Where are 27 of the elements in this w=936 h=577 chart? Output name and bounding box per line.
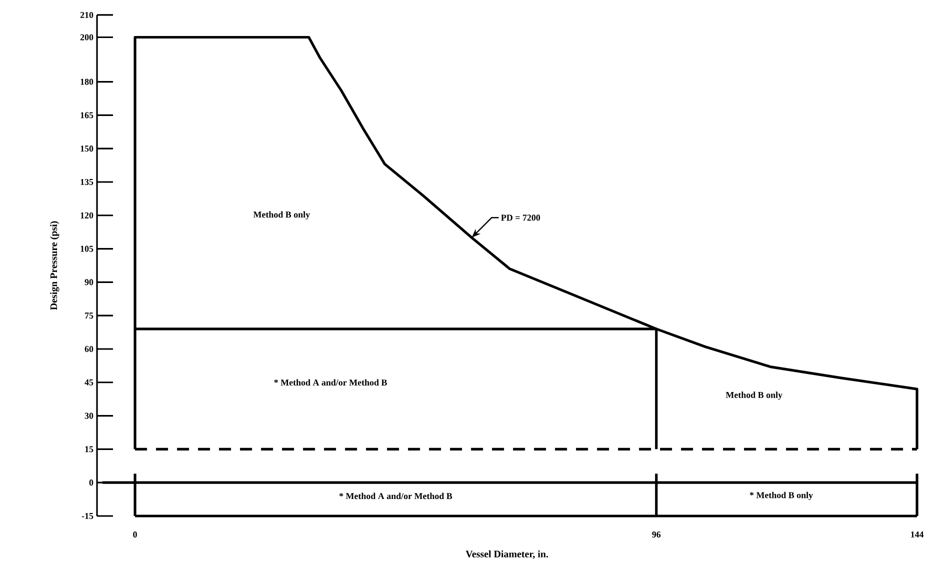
x-axis-title: Vessel Diameter, in. [466,550,548,559]
y-tick-label: 200 [80,34,94,40]
y-tick-label: 120 [80,212,94,218]
y-tick-label: 75 [85,312,94,319]
annotation: PD = 7200 [501,214,540,221]
y-tick-label: 0 [89,480,94,486]
y-tick-label: 30 [84,412,94,419]
y-tick-label: 165 [80,112,94,118]
y-tick-label: 90 [84,279,94,286]
x-tick-label: 0 [133,532,137,538]
x-tick-label: 96 [652,532,661,538]
annotation: * Method A and/or Method B [274,379,387,386]
y-tick-label: 180 [80,78,94,85]
y-tick-label: -15 [82,512,94,519]
annotation: * Method B only [750,492,813,500]
y-tick-label: 105 [80,246,94,252]
y-tick-label: 45 [84,379,94,386]
y-axis-title: Design Pressure (psi) [50,221,60,310]
y-tick-label: 15 [85,446,94,452]
x-tick-label: 144 [911,532,924,538]
y-tick-label: 135 [80,178,94,186]
y-tick-label: 150 [80,146,94,152]
annotation: Method B only [253,211,310,220]
y-tick-label: 210 [80,12,94,18]
y-tick-label: 60 [84,346,94,352]
annotation: * Method A and/or Method B [339,492,452,500]
annotation: Method B only [726,392,782,400]
